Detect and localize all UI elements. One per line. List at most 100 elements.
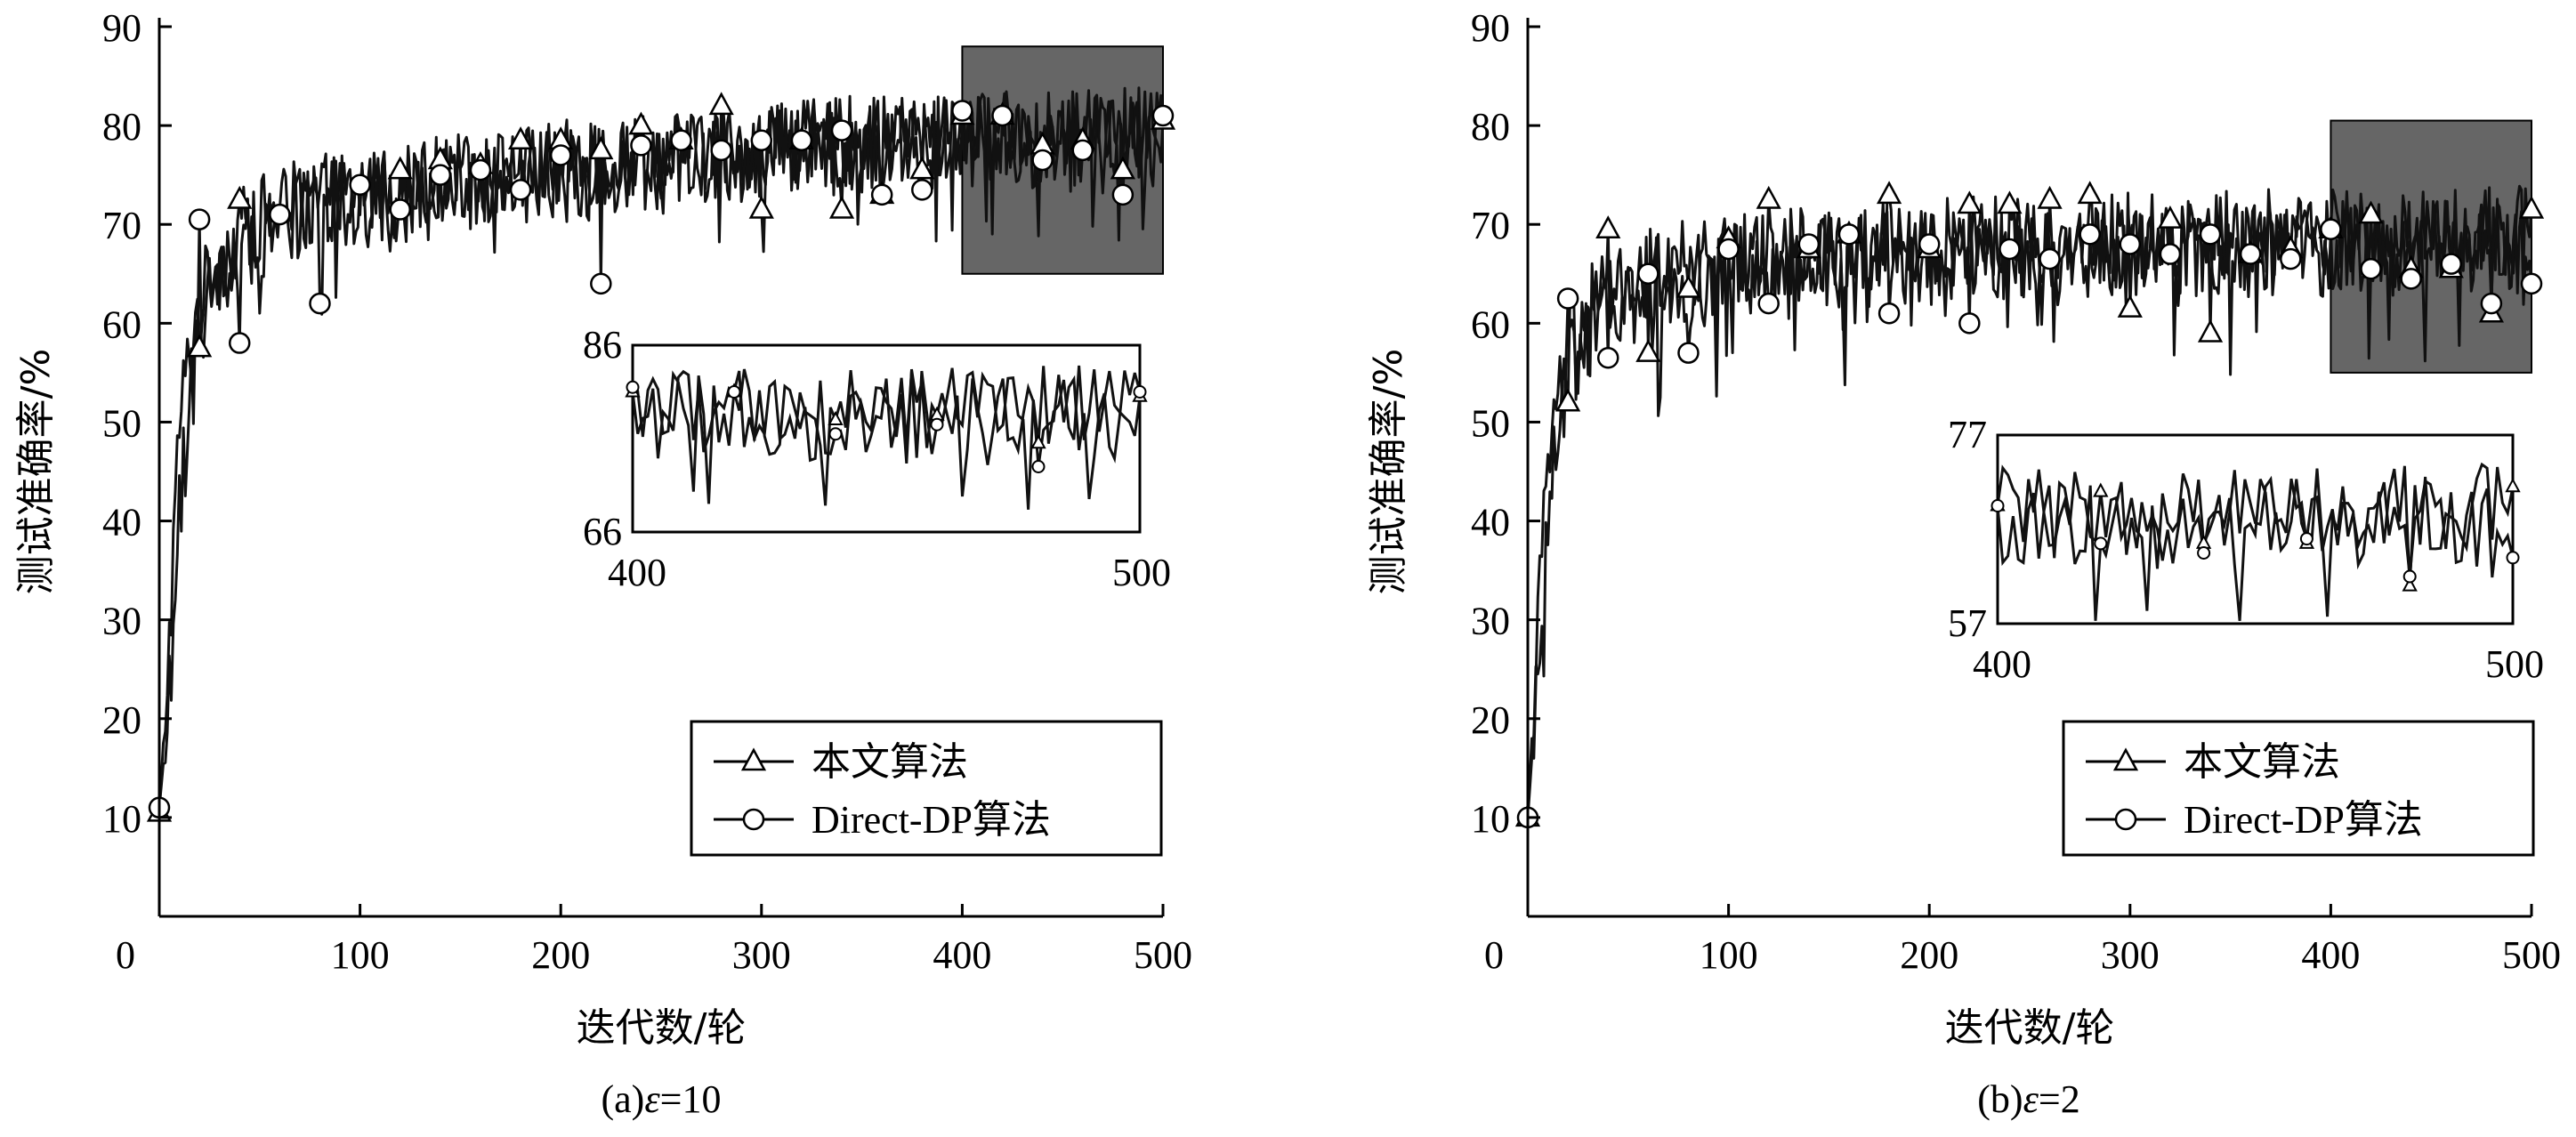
inset-x-tick-label: 400 bbox=[608, 551, 666, 594]
marker-circle bbox=[429, 164, 452, 186]
inset-marker-circle bbox=[2506, 551, 2520, 565]
marker-circle bbox=[1757, 292, 1780, 315]
marker-circle bbox=[951, 100, 973, 122]
marker-circle bbox=[2440, 253, 2463, 275]
inset-marker-circle bbox=[727, 385, 741, 399]
x-tick-label: 100 bbox=[331, 933, 390, 977]
marker-circle bbox=[2239, 243, 2262, 265]
marker-circle bbox=[590, 272, 612, 295]
marker-circle bbox=[710, 139, 732, 162]
marker-circle bbox=[309, 292, 331, 315]
marker-circle bbox=[1717, 238, 1740, 261]
caption-epsilon: ε bbox=[2023, 1077, 2039, 1121]
inset-marker-circle bbox=[626, 380, 640, 394]
chart-panel-a: 10 20 30 40 50 60 70 80 90 0 100 200 300 400 500 迭代数/轮 测… bbox=[13, 6, 1192, 1121]
legend-label: Direct-DP算法 bbox=[2184, 798, 2423, 842]
marker-circle bbox=[549, 144, 572, 166]
marker-circle bbox=[1918, 233, 1941, 255]
y-tick-label: 90 bbox=[102, 6, 141, 50]
caption-suffix: =10 bbox=[660, 1077, 722, 1121]
marker-circle bbox=[830, 119, 853, 141]
legend-marker-circle bbox=[2114, 808, 2137, 831]
legend-marker-triangle bbox=[740, 747, 767, 771]
y-tick-label: 30 bbox=[102, 600, 141, 643]
legend-marker-triangle bbox=[2112, 747, 2139, 771]
marker-circle bbox=[2159, 243, 2182, 265]
y-tick-label: 40 bbox=[1471, 501, 1510, 544]
legend-label: 本文算法 bbox=[2184, 740, 2340, 784]
marker-circle bbox=[228, 332, 251, 354]
marker-circle bbox=[2520, 272, 2543, 295]
inset-marker-circle bbox=[1133, 385, 1147, 399]
y-tick-label: 60 bbox=[1471, 302, 1510, 346]
x-tick-label: 500 bbox=[2502, 933, 2561, 977]
marker-circle bbox=[2039, 247, 2061, 270]
x-tick-label: 0 bbox=[1484, 933, 1504, 977]
caption-prefix: (a) bbox=[601, 1077, 644, 1121]
y-tick-label: 30 bbox=[1471, 600, 1510, 643]
marker-circle bbox=[630, 134, 652, 157]
marker-circle bbox=[269, 203, 291, 226]
y-tick-label: 40 bbox=[102, 501, 141, 544]
inset-marker-triangle bbox=[2093, 482, 2109, 497]
marker-triangle bbox=[1997, 190, 2023, 214]
marker-circle bbox=[750, 129, 773, 152]
marker-triangle bbox=[2518, 195, 2545, 219]
marker-circle bbox=[1071, 139, 1094, 162]
marker-circle bbox=[1958, 312, 1981, 335]
marker-triangle bbox=[227, 185, 253, 209]
marker-triangle bbox=[2037, 185, 2063, 209]
marker-circle bbox=[469, 158, 492, 181]
marker-circle bbox=[1797, 233, 1821, 255]
marker-triangle bbox=[1635, 339, 1661, 362]
legend: 本文算法 Direct-DP算法 bbox=[690, 720, 1163, 857]
series-line-direct-dp bbox=[157, 89, 1165, 808]
inset-marker-circle bbox=[1031, 460, 1046, 473]
marker-triangle bbox=[507, 126, 534, 150]
legend-frame bbox=[690, 720, 1163, 857]
marker-triangle bbox=[1595, 215, 1621, 239]
marker-triangle bbox=[628, 111, 654, 135]
marker-triangle bbox=[1110, 156, 1135, 180]
y-tick-label: 20 bbox=[1471, 698, 1510, 742]
legend: 本文算法 Direct-DP算法 bbox=[2062, 720, 2535, 857]
x-tick-label: 200 bbox=[1900, 933, 1958, 977]
inset-marker-circle bbox=[1991, 499, 2005, 512]
marker-circle bbox=[1556, 287, 1579, 310]
inset-marker-circle bbox=[2197, 546, 2211, 560]
inset-x-tick-label: 400 bbox=[1973, 642, 2031, 686]
marker-circle bbox=[2119, 233, 2142, 255]
y-tick-label: 80 bbox=[1471, 105, 1510, 149]
marker-triangle bbox=[1756, 185, 1781, 209]
y-tick-label: 10 bbox=[1471, 797, 1510, 841]
marker-circle bbox=[670, 129, 692, 152]
marker-circle bbox=[509, 179, 532, 201]
marker-triangle bbox=[387, 156, 413, 180]
inset-marker-circle bbox=[2402, 569, 2417, 584]
inset-x-tick-label: 500 bbox=[1112, 551, 1171, 594]
x-tick-label: 500 bbox=[1134, 933, 1192, 977]
y-tick-label: 70 bbox=[102, 204, 141, 247]
y-tick-label: 70 bbox=[1471, 204, 1510, 247]
panel-caption: (b)ε=2 bbox=[1977, 1077, 2079, 1121]
marker-circle bbox=[1031, 149, 1054, 172]
inset-marker-circle bbox=[930, 417, 944, 431]
marker-triangle bbox=[2197, 319, 2224, 343]
marker-triangle bbox=[748, 195, 774, 219]
x-axis-title: 迭代数/轮 bbox=[1945, 1005, 2115, 1051]
x-tick-label: 100 bbox=[1700, 933, 1758, 977]
x-tick-label: 400 bbox=[933, 933, 991, 977]
marker-triangle bbox=[2358, 200, 2384, 224]
caption-epsilon: ε bbox=[644, 1077, 660, 1121]
y-tick-label: 10 bbox=[102, 797, 141, 841]
marker-circle bbox=[2320, 218, 2342, 241]
marker-circle bbox=[2199, 223, 2222, 246]
inset-marker-triangle bbox=[2402, 577, 2418, 592]
x-axis-title: 迭代数/轮 bbox=[577, 1005, 747, 1051]
marker-triangle bbox=[828, 195, 855, 219]
marker-circle bbox=[790, 129, 813, 152]
inset-marker-circle bbox=[2299, 532, 2314, 546]
marker-circle bbox=[389, 198, 411, 221]
marker-triangle bbox=[2157, 206, 2184, 229]
